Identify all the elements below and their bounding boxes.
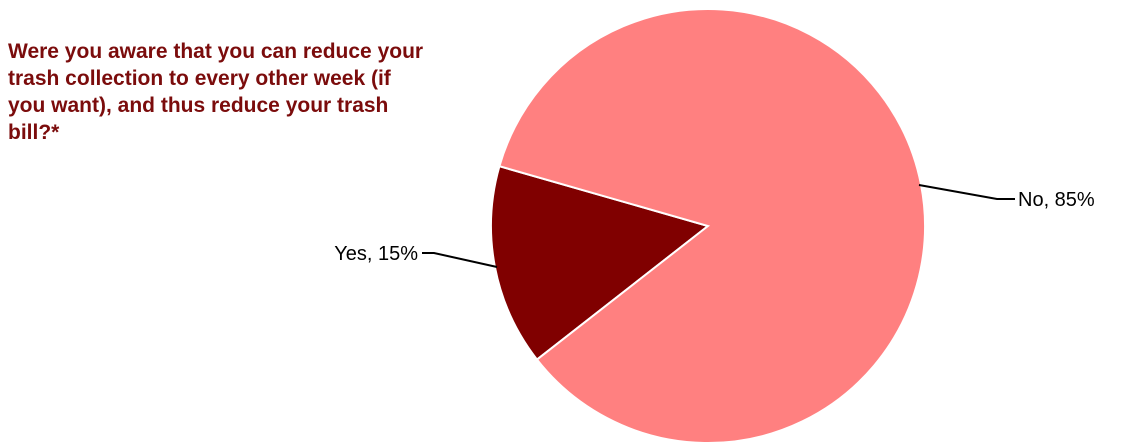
leader-line-no	[918, 184, 1015, 200]
chart-title: Were you aware that you can reduce your …	[8, 40, 424, 144]
leader-line-yes	[422, 252, 498, 268]
pie-slices	[490, 8, 926, 444]
pie-labels: Yes, 15% No, 85%	[334, 189, 1095, 265]
slice-label-yes: Yes, 15%	[334, 243, 418, 265]
pie-leader-lines	[422, 184, 1015, 268]
slice-label-no: No, 85%	[1018, 189, 1095, 211]
